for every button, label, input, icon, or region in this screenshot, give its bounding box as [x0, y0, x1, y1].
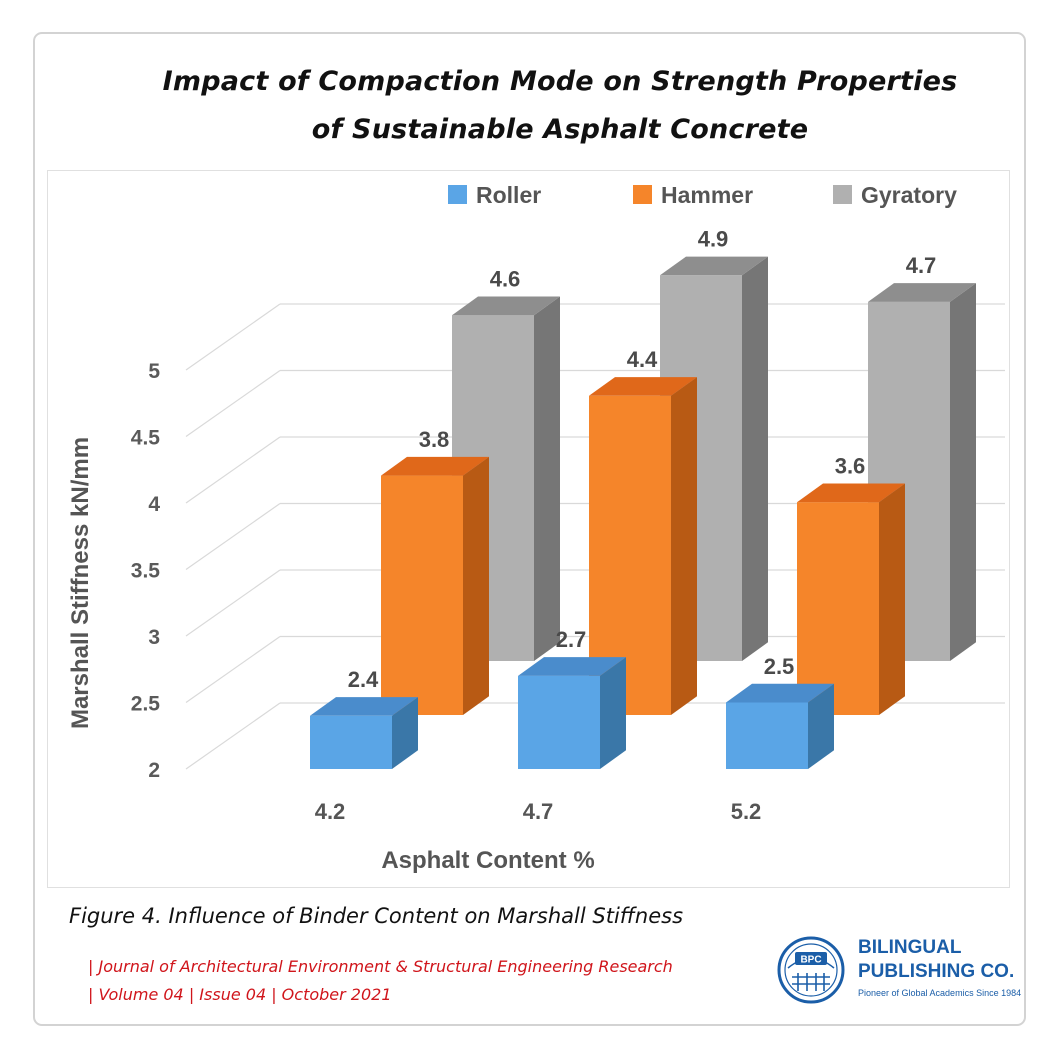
journal-line-1: | Journal of Architectural Environment &… [88, 957, 673, 976]
bar-side [671, 377, 697, 715]
bar-side [392, 697, 418, 769]
journal-line-2: | Volume 04 | Issue 04 | October 2021 [88, 985, 392, 1004]
legend-label-gyratory: Gyratory [861, 182, 957, 208]
bar-side [463, 456, 489, 715]
legend-label-roller: Roller [476, 182, 541, 208]
data-label: 4.4 [627, 347, 658, 372]
y-tick-label: 5 [148, 360, 160, 383]
y-tick-label: 3 [148, 626, 160, 649]
bar-top [381, 456, 489, 476]
figure-caption: Figure 4. Influence of Binder Content on… [69, 904, 684, 928]
bar-side [534, 296, 560, 661]
x-tick-label: 4.2 [315, 799, 346, 824]
bar-side [950, 283, 976, 661]
y-tick-label: 4.5 [131, 427, 161, 450]
data-label: 4.9 [698, 227, 729, 252]
legend-swatch-hammer [633, 185, 652, 204]
publisher-name-line1: BILINGUAL [858, 937, 962, 958]
bar-top [726, 683, 834, 703]
publisher-logo: BPC BILINGUAL PUBLISHING CO. Pioneer of … [776, 935, 1021, 1005]
publisher-tagline: Pioneer of Global Academics Since 1984 [858, 988, 1022, 998]
gridline-diagonal [185, 370, 281, 437]
bar-side [742, 256, 768, 661]
y-axis-label: Marshall Stiffness kN/mm [67, 437, 94, 729]
data-label: 4.6 [490, 266, 521, 291]
data-label: 4.7 [906, 253, 937, 278]
bar-roller [310, 715, 392, 769]
data-label: 3.6 [835, 453, 866, 478]
y-tick-label: 3.5 [131, 560, 161, 583]
chart-svg: 2 2.5 3 3.5 4 4.5 5 4.6 4.9 4.7 3.8 4.4 3.6 2.4 2.7 2.5… [67, 182, 1005, 874]
publisher-name-line2: PUBLISHING CO. [858, 961, 1015, 982]
x-tick-label: 4.7 [523, 799, 554, 824]
bar-top [452, 296, 560, 316]
y-tick-label: 4 [148, 493, 160, 516]
bar-top [589, 377, 697, 396]
x-tick-label: 5.2 [731, 799, 762, 824]
gridline-diagonal [185, 303, 281, 371]
bar-side [808, 683, 834, 769]
bar-hammer [381, 475, 463, 715]
data-label: 3.8 [419, 427, 450, 452]
legend-swatch-gyratory [833, 185, 852, 204]
gridline-diagonal [185, 702, 281, 770]
svg-text:BPC: BPC [800, 955, 821, 966]
bar-top [797, 483, 905, 503]
y-tick-label: 2.5 [131, 693, 161, 716]
bar-roller [518, 675, 600, 769]
gridline-diagonal [185, 636, 281, 703]
gridline-diagonal [185, 569, 281, 637]
data-label: 2.4 [348, 667, 379, 692]
publisher-seal-icon: BPC [777, 936, 845, 1004]
gridline-diagonal [185, 503, 281, 570]
bar-roller [726, 702, 808, 769]
bar-top [868, 283, 976, 302]
chart-title-line1: Impact of Compaction Mode on Strength Pr… [162, 66, 958, 97]
bar-side [879, 483, 905, 715]
bar-top [518, 657, 626, 676]
bar-top [660, 256, 768, 276]
data-label: 2.7 [556, 627, 587, 652]
legend-swatch-roller [448, 185, 467, 204]
data-label: 2.5 [764, 654, 795, 679]
bar-hammer [797, 502, 879, 715]
chart-title-line2: of Sustainable Asphalt Concrete [311, 114, 809, 145]
bar-side [600, 657, 626, 769]
legend-label-hammer: Hammer [661, 182, 753, 208]
x-axis-label: Asphalt Content % [381, 847, 594, 874]
bar-top [310, 697, 418, 716]
gridline-diagonal [185, 436, 281, 504]
y-tick-label: 2 [148, 759, 160, 782]
chart-panel: 2 2.5 3 3.5 4 4.5 5 4.6 4.9 4.7 3.8 4.4 3.6 2.4 2.7 2.5… [47, 170, 1010, 888]
